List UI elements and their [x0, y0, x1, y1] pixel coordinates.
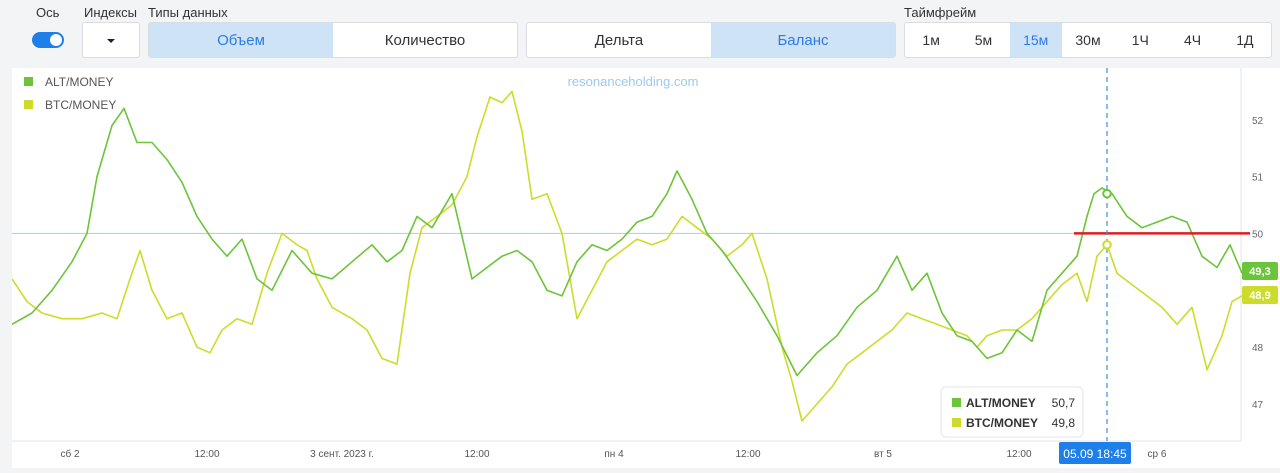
crosshair-time-badge: 05.09 18:45 [1059, 442, 1131, 464]
x-tick-label: 3 сент. 2023 г. [310, 449, 374, 460]
y-tick-label: 48 [1252, 343, 1264, 354]
tooltip-alt-value: 50,7 [1052, 396, 1076, 410]
chevron-down-icon [107, 39, 115, 43]
mode-selector: Дельта Баланс [526, 22, 896, 58]
crosshair-marker [1102, 239, 1112, 250]
btc-last-value: 48,9 [1249, 290, 1270, 302]
timeframe-1h[interactable]: 1Ч [1131, 32, 1149, 48]
btc-last-value-badge: 48,9 [1242, 286, 1278, 304]
legend-alt-swatch [24, 77, 33, 86]
crosshair-tooltip: ALT/MONEY 50,7 BTC/MONEY 49,8 [940, 386, 1084, 438]
y-tick-label: 50 [1252, 229, 1264, 240]
datatype-option-volume[interactable]: Объем [149, 23, 333, 57]
x-tick-label: пн 4 [604, 449, 624, 460]
toggle-knob [50, 34, 62, 46]
series-lines [11, 90, 1243, 422]
datatype-option-count[interactable]: Количество [384, 31, 466, 49]
crosshair-time-label: 05.09 18:45 [1063, 447, 1127, 461]
timeframe-1m[interactable]: 1м [922, 32, 940, 48]
indices-label: Индексы [84, 5, 138, 20]
datatype-label: Типы данных [148, 5, 228, 20]
indices-dropdown[interactable] [82, 22, 140, 58]
legend-alt-label: ALT/MONEY [45, 75, 113, 89]
x-tick-label: ср 6 [1148, 449, 1167, 460]
legend-btc-swatch [24, 100, 33, 109]
x-tick-label: 12:00 [194, 449, 219, 460]
timeframe-label: Таймфрейм [904, 5, 977, 20]
crosshair-marker [1102, 188, 1112, 199]
mode-option-balance[interactable]: Баланс [711, 23, 895, 57]
axis-label: Ось [36, 5, 60, 20]
tooltip-alt-swatch [952, 398, 961, 407]
x-tick-label: 12:00 [735, 449, 760, 460]
tooltip-btc-value: 49,8 [1052, 416, 1076, 430]
timeframe-4h[interactable]: 4Ч [1183, 32, 1202, 48]
x-tick-label: 12:00 [1006, 449, 1031, 460]
legend-btc-label: BTC/MONEY [45, 98, 116, 112]
tooltip-alt-name: ALT/MONEY [966, 396, 1036, 410]
watermark: resonanceholding.com [568, 74, 699, 89]
y-tick-label: 47 [1252, 400, 1264, 411]
chart-panel[interactable]: resonanceholding.com 474849505152 сб 212… [11, 68, 1280, 468]
timeframe-5m[interactable]: 5м [974, 32, 993, 48]
datatype-selector: Объем Количество [148, 22, 518, 58]
timeframe-30m[interactable]: 30м [1075, 32, 1101, 48]
balance-chart[interactable]: resonanceholding.com 474849505152 сб 212… [11, 68, 1280, 468]
axis-toggle[interactable] [32, 32, 64, 48]
alt-last-value: 49,3 [1249, 266, 1270, 278]
alt-last-value-badge: 49,3 [1242, 262, 1278, 280]
timeframe-15m[interactable]: 15м [1009, 23, 1062, 57]
timeframe-selector: 1м 5м 15м 30м 1Ч 4Ч 1Д [904, 22, 1272, 58]
x-tick-label: 12:00 [464, 449, 489, 460]
x-axis-ticks: сб 2 12:00 3 сент. 2023 г. 12:00 пн 4 12:00 вт… [60, 448, 1166, 460]
chart-background [12, 68, 1280, 468]
series-line-alt-money [11, 107, 1243, 377]
y-tick-label: 51 [1252, 173, 1264, 184]
crosshair-markers [1102, 188, 1112, 250]
tooltip-btc-swatch [952, 418, 961, 427]
series-line-btc-money [11, 90, 1243, 422]
tooltip-btc-name: BTC/MONEY [966, 416, 1038, 430]
x-tick-label: вт 5 [874, 449, 892, 460]
y-tick-label: 52 [1252, 116, 1264, 127]
timeframe-1d[interactable]: 1Д [1236, 32, 1254, 48]
mode-option-delta[interactable]: Дельта [594, 31, 644, 49]
x-tick-label: сб 2 [60, 448, 80, 460]
